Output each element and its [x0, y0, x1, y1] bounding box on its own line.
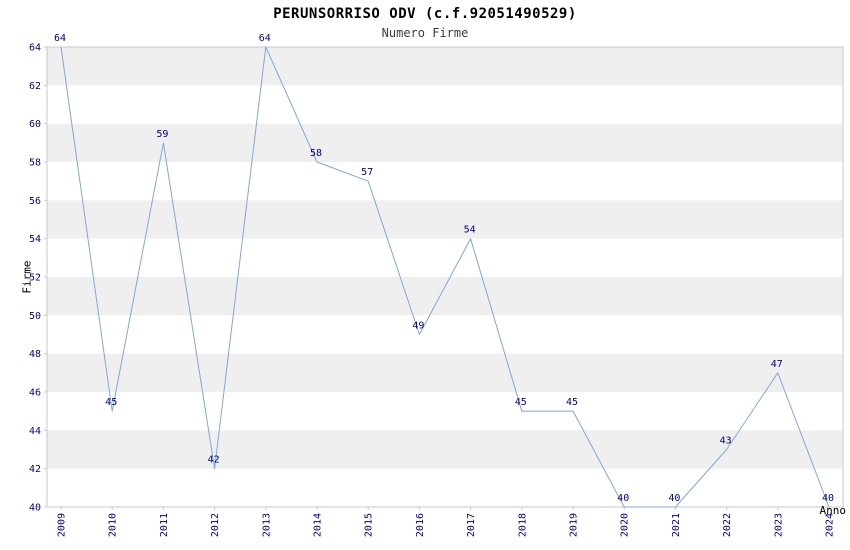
plot-band	[47, 47, 843, 86]
x-axis-label: Anno	[819, 504, 847, 517]
data-point-label: 58	[310, 148, 322, 159]
y-tick-label: 52	[29, 273, 41, 284]
data-point-label: 40	[617, 493, 629, 504]
data-point-label: 64	[54, 33, 66, 44]
y-axis-label: Firme	[20, 260, 34, 294]
y-tick-label: 48	[29, 349, 41, 360]
plot-band	[47, 200, 843, 239]
plot-band	[47, 353, 843, 392]
x-tick-label: 2019	[569, 513, 580, 537]
data-point-label: 47	[771, 359, 783, 370]
y-tick-label: 56	[29, 196, 41, 207]
x-tick-label: 2012	[210, 513, 221, 537]
y-tick-label: 64	[29, 43, 41, 54]
x-tick-label: 2015	[364, 513, 375, 537]
data-point-label: 43	[720, 436, 732, 447]
y-tick-label: 50	[29, 311, 41, 322]
data-point-label: 40	[668, 493, 680, 504]
y-tick-label: 58	[29, 158, 41, 169]
x-tick-label: 2011	[159, 513, 170, 537]
x-tick-label: 2024	[825, 513, 836, 537]
series-line	[60, 46, 830, 508]
x-tick-label: 2023	[773, 513, 784, 537]
chart-subtitle: Numero Firme	[381, 26, 469, 40]
data-point-label: 59	[156, 129, 168, 140]
y-tick-label: 44	[29, 426, 41, 437]
x-tick-label: 2022	[722, 513, 733, 537]
data-point-label: 40	[822, 493, 834, 504]
x-tick-label: 2013	[261, 513, 272, 537]
y-tick-label: 62	[29, 81, 41, 92]
plot-band	[47, 123, 843, 162]
x-tick-label: 2009	[57, 513, 68, 537]
x-tick-label: 2018	[517, 513, 528, 537]
data-point-label: 42	[208, 455, 220, 466]
y-tick-label: 40	[29, 503, 41, 514]
x-tick-label: 2017	[466, 513, 477, 537]
x-tick-label: 2014	[313, 513, 324, 537]
x-tick-label: 2020	[620, 513, 631, 537]
x-tick-label: 2010	[108, 513, 119, 537]
y-tick-label: 60	[29, 119, 41, 130]
data-point-label: 64	[259, 33, 271, 44]
plot-band	[47, 430, 843, 469]
chart-title: PERUNSORRISO ODV (c.f.92051490529)	[273, 6, 577, 22]
y-tick-label: 46	[29, 388, 41, 399]
data-point-label: 45	[515, 397, 527, 408]
data-point-label: 49	[412, 321, 424, 332]
y-tick-label: 54	[29, 234, 41, 245]
data-point-label: 45	[105, 397, 117, 408]
plot-band	[47, 277, 843, 316]
data-point-label: 45	[566, 397, 578, 408]
data-point-label: 57	[361, 167, 373, 178]
x-tick-label: 2021	[671, 513, 682, 537]
y-tick-label: 42	[29, 464, 41, 475]
data-point-label: 54	[464, 225, 476, 236]
x-tick-label: 2016	[415, 513, 426, 537]
